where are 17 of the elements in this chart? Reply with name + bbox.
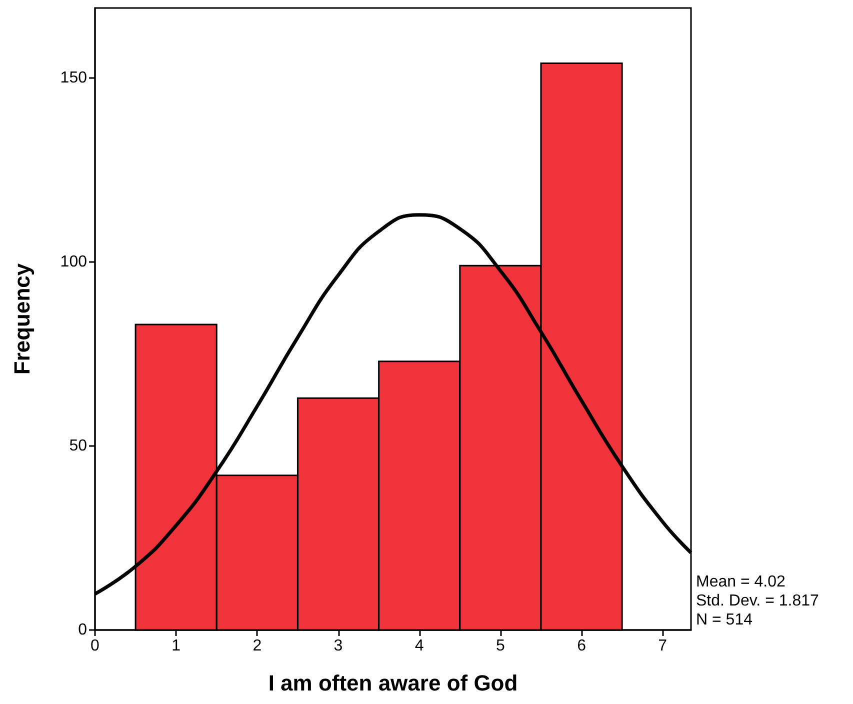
text: Mean = 4.02 — [696, 574, 786, 590]
y-tick-label: 150 — [60, 69, 88, 86]
x-tick-label: 4 — [414, 638, 424, 654]
y-tick-label: 50 — [69, 437, 88, 454]
y-tick-label: 100 — [60, 253, 88, 270]
x-tick-label: 6 — [577, 638, 586, 654]
text: Std. Dev. = 1.817 — [696, 592, 819, 610]
x-tick-label: 5 — [496, 638, 505, 654]
x-axis-title: I am often aware of God — [268, 670, 518, 696]
x-tick-label: 0 — [90, 638, 100, 654]
x-tick-label: 3 — [334, 638, 343, 654]
x-tick-label: 2 — [252, 638, 262, 654]
x-tick-label: 7 — [658, 638, 668, 654]
x-tick-label: 1 — [172, 638, 181, 654]
text: N = 514 — [696, 612, 753, 628]
y-tick-label: 0 — [78, 622, 88, 638]
y-axis-title: Frequency — [10, 262, 34, 375]
